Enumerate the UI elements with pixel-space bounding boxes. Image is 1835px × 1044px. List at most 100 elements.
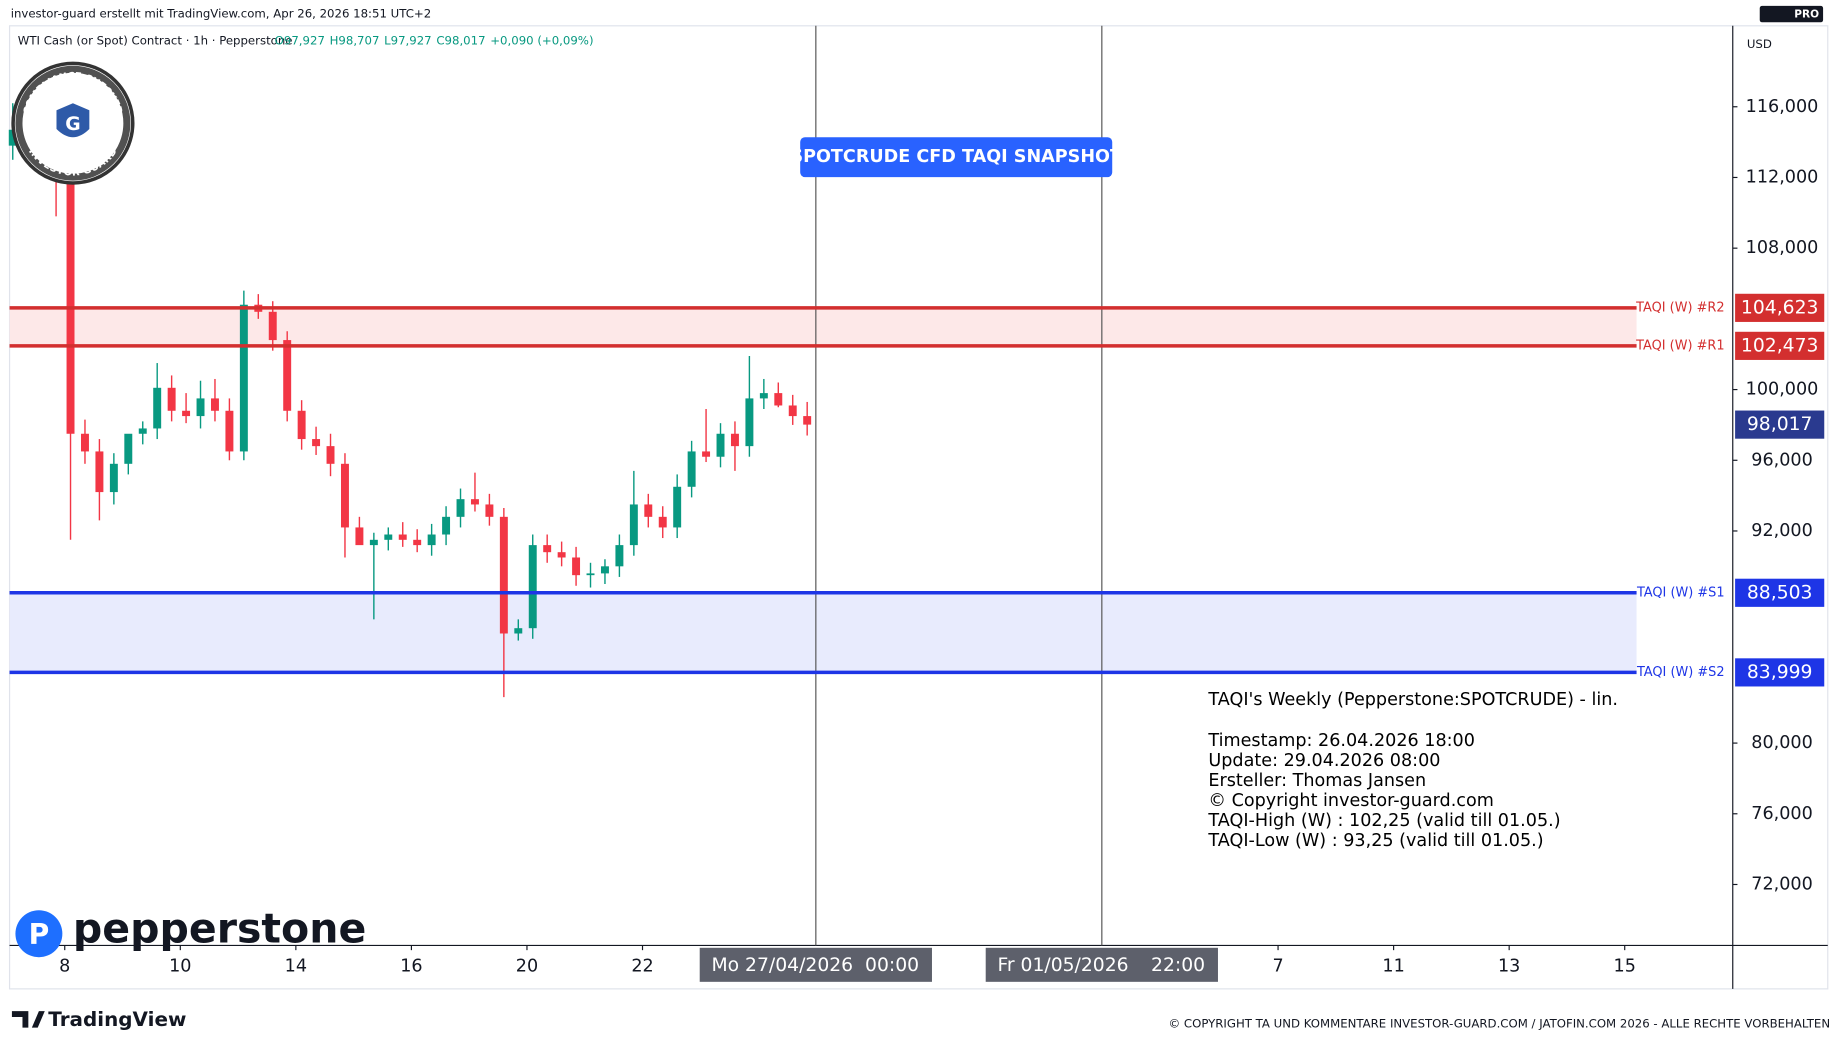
time-label-date: Fr 01/05/2026 — [997, 955, 1128, 976]
candle-body — [557, 552, 566, 558]
tv-icon — [11, 1011, 45, 1028]
candle-body — [268, 311, 277, 341]
candle-body — [210, 398, 219, 411]
tradingview-logo: TradingView — [11, 1007, 186, 1031]
level-name: TAQI (W) #S1 — [1636, 585, 1725, 600]
level-zone — [9, 307, 1637, 346]
info-title: TAQI's Weekly (Pepperstone:SPOTCRUDE) - … — [1207, 690, 1618, 710]
candle-body — [586, 573, 595, 576]
y-tick-label: 72,000 — [1751, 874, 1813, 894]
info-line: Ersteller: Thomas Jansen — [1208, 771, 1426, 791]
level-price: 104,623 — [1741, 297, 1819, 318]
header: investor-guard erstellt mit TradingView.… — [11, 7, 431, 21]
info-line: Update: 29.04.2026 08:00 — [1208, 751, 1440, 771]
candle-body — [687, 451, 696, 487]
level-price-bg — [1735, 658, 1825, 687]
candle-body — [485, 504, 494, 517]
y-tick-label: 100,000 — [1746, 380, 1819, 400]
x-tick-label: 7 — [1272, 957, 1283, 977]
candle-body — [803, 416, 812, 425]
candle-body — [283, 340, 292, 411]
currency: USD — [1747, 37, 1772, 51]
compliance-badge: COMPLIANCE CHECKED INVESTOR GUARD G — [11, 61, 135, 185]
candle-body — [326, 446, 335, 464]
pepperstone-icon-letter: P — [29, 918, 50, 951]
candle-body — [398, 534, 407, 540]
time-label-date: Mo 27/04/2026 — [711, 955, 853, 976]
candle-body — [442, 516, 451, 535]
candle-body — [124, 433, 133, 464]
tv-wordmark: TradingView — [48, 1007, 186, 1031]
level-price-bg — [1735, 578, 1825, 607]
ohlc-legend: O97,927 H98,707 L97,927 C98,017 +0,090 (+0,0… — [275, 34, 594, 48]
info-line: TAQI-High (W) : 102,25 (valid till 01.05… — [1207, 811, 1560, 831]
candle-body — [167, 387, 176, 411]
level-price-bg — [1735, 331, 1825, 360]
y-tick-label: 116,000 — [1746, 97, 1819, 117]
candle-body — [730, 433, 739, 447]
candle-body — [788, 405, 797, 417]
candle-body — [774, 393, 783, 406]
x-tick-label: 22 — [631, 957, 653, 977]
ohlc-value: L97,927 — [384, 34, 432, 48]
time-label-bg — [985, 947, 1218, 982]
symbol-title: WTI Cash (or Spot) Contract · 1h · Peppe… — [18, 34, 293, 48]
candle-body — [138, 428, 147, 434]
last-price-bg — [1735, 410, 1825, 439]
candle-body — [615, 545, 624, 567]
candle-body — [153, 387, 162, 429]
footer: © COPYRIGHT TA UND KOMMENTARE INVESTOR-G… — [1168, 1017, 1830, 1031]
annotation-text: SPOTCRUDE CFD TAQI SNAPSHOT — [790, 147, 1122, 167]
x-tick-label: 16 — [400, 957, 422, 977]
candle-body — [759, 393, 768, 399]
candle-body — [340, 463, 349, 528]
y-tick-label: 108,000 — [1746, 238, 1819, 258]
candle-body — [66, 165, 75, 434]
x-tick-label: 15 — [1614, 957, 1636, 977]
candle-body — [456, 499, 465, 517]
level-price: 102,473 — [1741, 335, 1819, 356]
candle-body — [384, 534, 393, 540]
pro-logo-bg — [1759, 5, 1824, 23]
candle-body — [225, 410, 234, 452]
last-price: 98,017 — [1747, 414, 1813, 435]
candle-body — [745, 398, 754, 447]
candle-body — [355, 527, 364, 546]
candle-body — [644, 504, 653, 517]
candle-body — [673, 486, 682, 528]
candle-body — [499, 516, 508, 634]
x-tick-label: 14 — [285, 957, 307, 977]
candle-body — [196, 398, 205, 417]
candle-body — [95, 451, 104, 493]
pro-label: PRO — [1794, 9, 1819, 21]
candle-body — [528, 545, 537, 629]
candle-body — [239, 304, 248, 452]
x-tick-label: 10 — [169, 957, 191, 977]
x-tick-label: 11 — [1382, 957, 1404, 977]
level-price: 83,999 — [1747, 662, 1813, 683]
candle-body — [716, 433, 725, 457]
annotation-box — [800, 137, 1113, 178]
level-name: TAQI (W) #R2 — [1635, 300, 1724, 315]
y-tick-label: 96,000 — [1751, 450, 1813, 470]
candle-body — [413, 539, 422, 546]
level-name: TAQI (W) #R1 — [1635, 338, 1724, 353]
ohlc-value: H98,707 — [330, 34, 380, 48]
candle-body — [80, 433, 89, 452]
frame — [8, 25, 1829, 990]
candle-body — [297, 410, 306, 440]
pro-logo: PRO — [1759, 5, 1824, 23]
candle-body — [182, 410, 191, 417]
level-name: TAQI (W) #S2 — [1636, 665, 1725, 680]
time-label-bg — [699, 947, 932, 982]
pepperstone-icon — [15, 910, 63, 958]
candle-body — [629, 504, 638, 546]
candle-body — [109, 463, 118, 493]
candle-body — [470, 499, 479, 505]
pepperstone-wordmark: pepperstone — [73, 904, 366, 952]
x-tick-label: 8 — [59, 957, 70, 977]
badge-g: G — [65, 114, 80, 135]
ohlc-value: +0,090 (+0,09%) — [490, 34, 593, 48]
candle-body — [658, 516, 667, 528]
